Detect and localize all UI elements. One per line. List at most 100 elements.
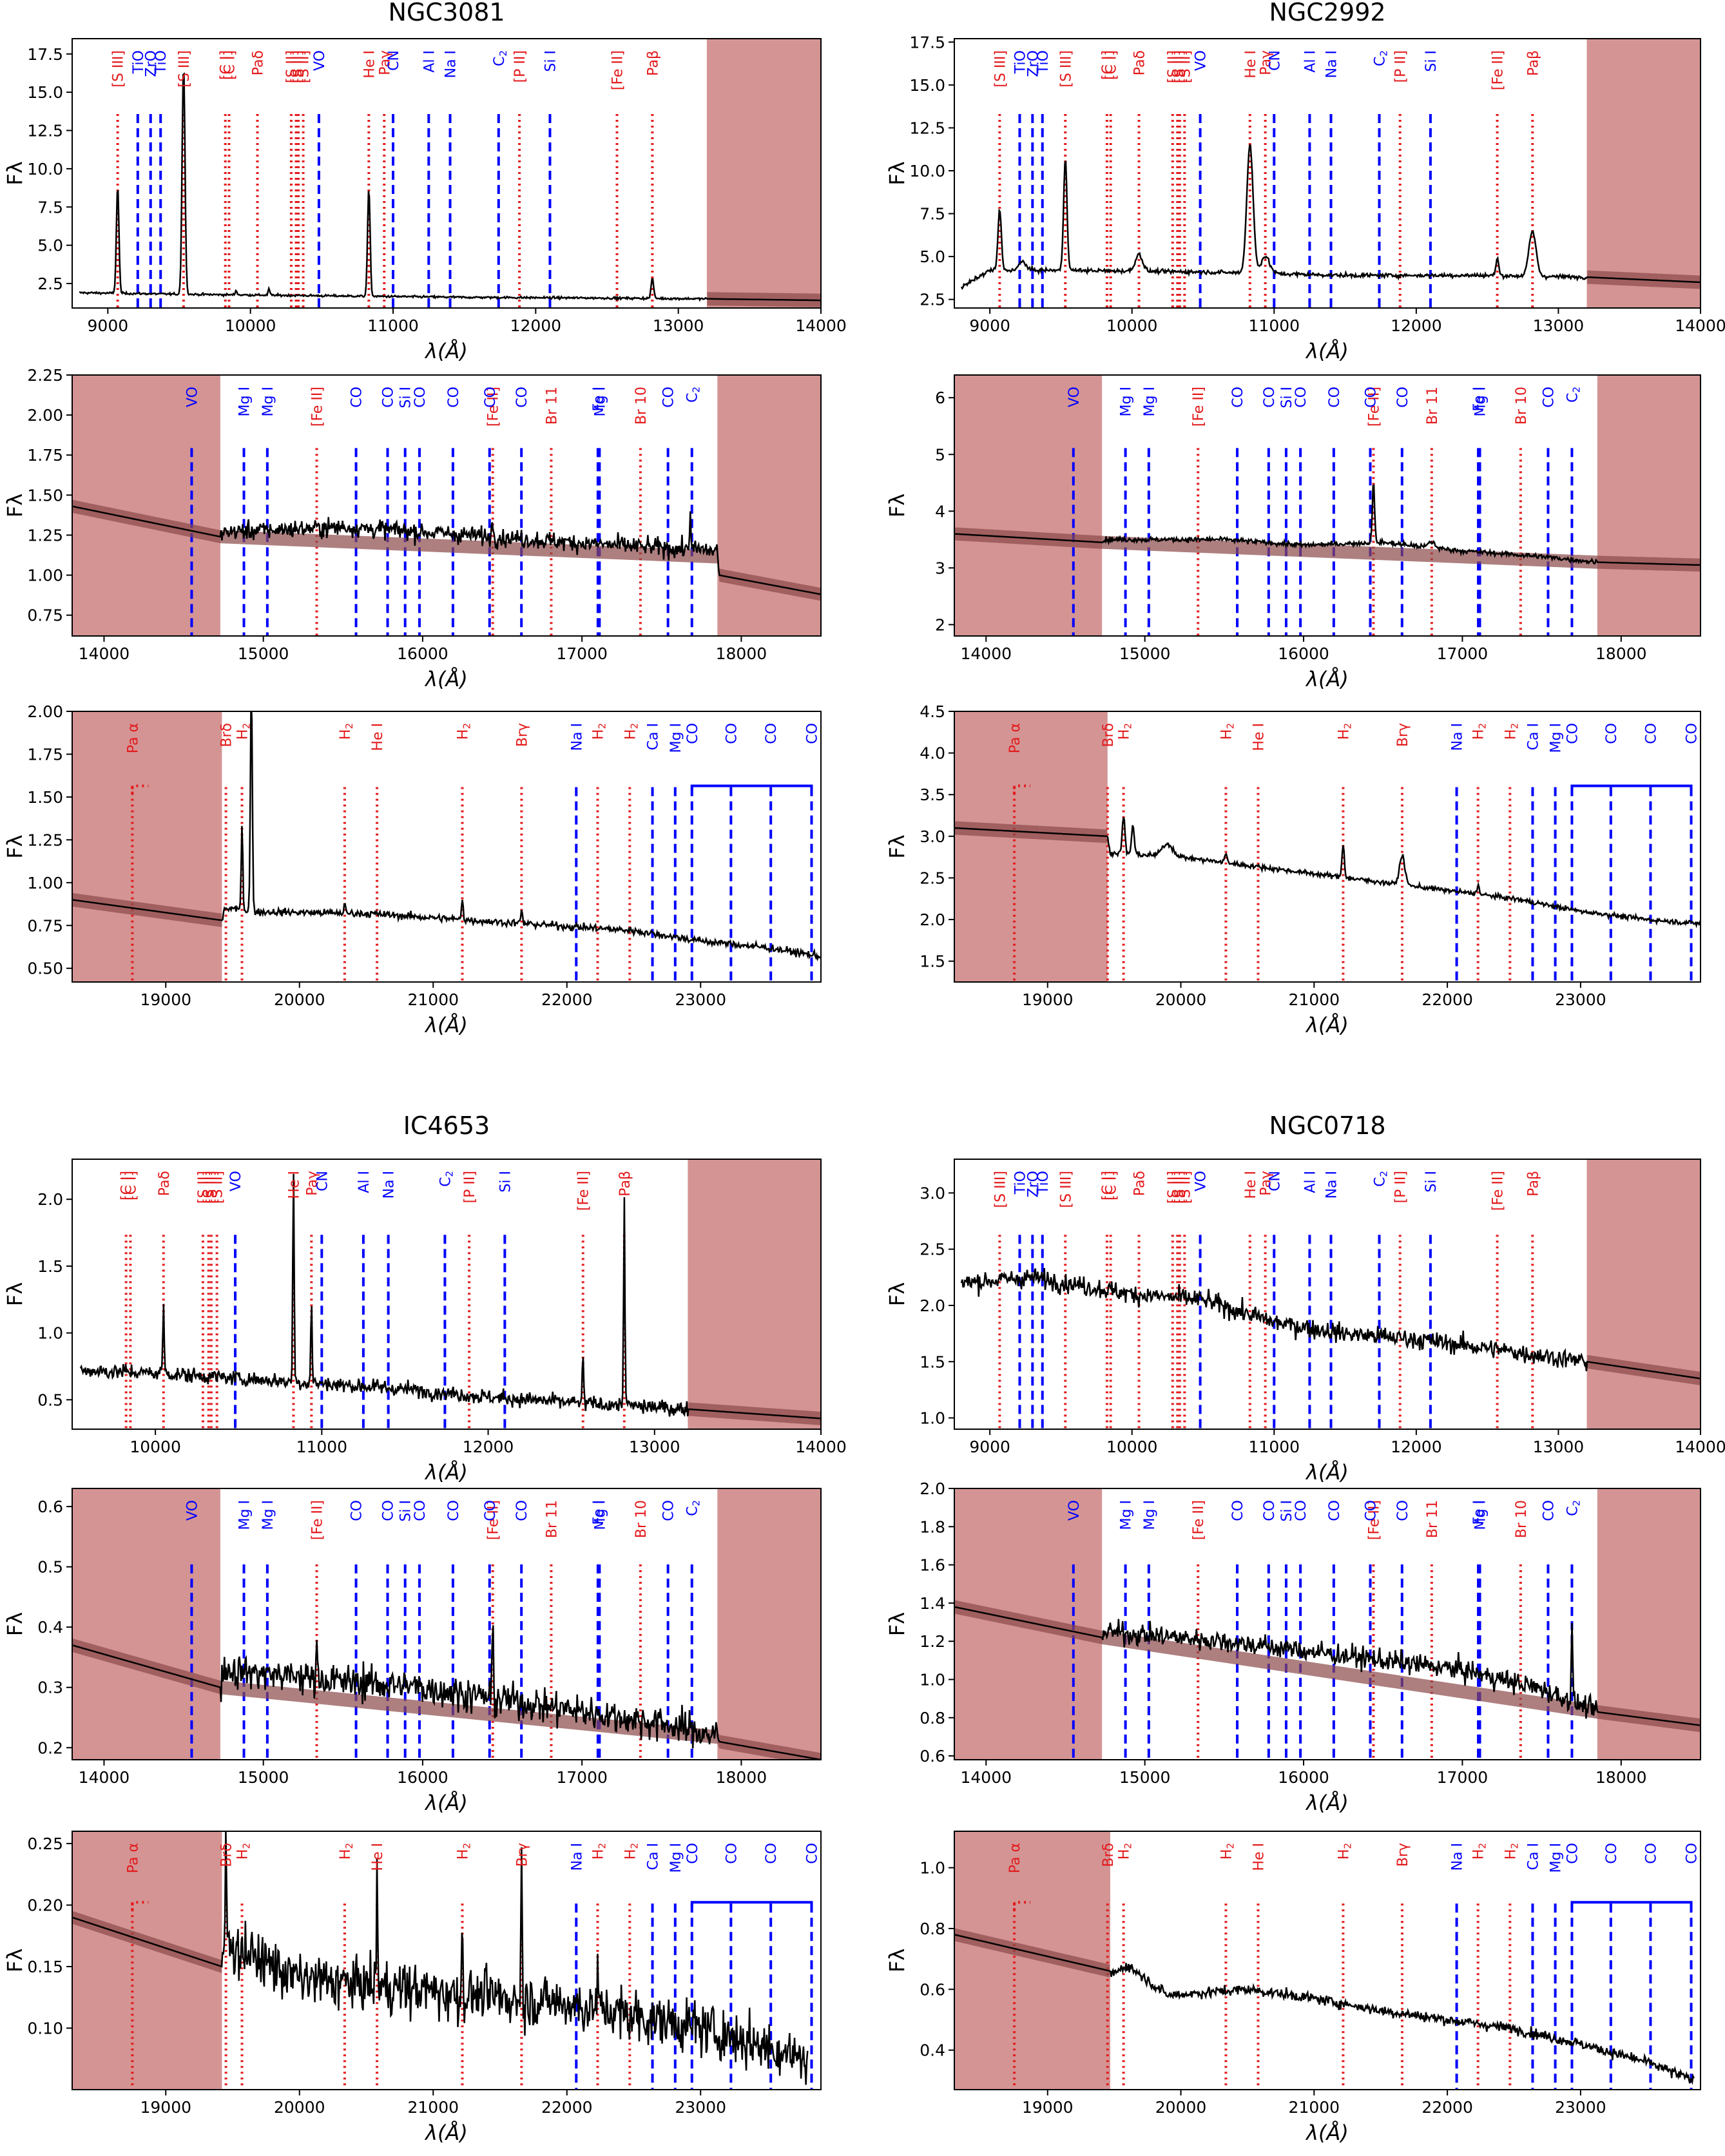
- molecular-line-label: CO: [483, 1500, 499, 1521]
- line-label-part: 2: [1570, 1500, 1582, 1506]
- x-tick-label: 19000: [140, 2098, 191, 2117]
- molecular-line-label: Mg I: [1119, 1500, 1135, 1530]
- atomic-line-label: [S III]: [992, 50, 1008, 88]
- line-label-part: H: [622, 1849, 639, 1860]
- atomic-line-label: [C I]: [119, 1171, 135, 1200]
- atomic-line-label: Br 11: [1425, 387, 1441, 425]
- y-tick-label: 1.5: [920, 1352, 945, 1371]
- x-axis-label: λ(Å): [424, 1013, 468, 1037]
- x-tick-label: 21000: [407, 2098, 459, 2117]
- atomic-line-label: Brγ: [1395, 723, 1411, 747]
- x-tick-label: 21000: [407, 990, 459, 1009]
- y-tick-label: 1.0: [920, 1670, 945, 1689]
- molecular-line-label: C2: [685, 1500, 702, 1516]
- line-label-part: 2: [1342, 1843, 1353, 1849]
- line-label-part: H: [1503, 729, 1519, 740]
- co-bracket: [1570, 784, 1693, 791]
- x-axis-label: λ(Å): [1305, 1460, 1349, 1485]
- y-tick-label: 12.5: [27, 122, 63, 140]
- x-axis-label: λ(Å): [424, 1791, 468, 1815]
- y-tick-label: 7.5: [920, 205, 945, 224]
- molecular-line-label: VO: [1066, 1500, 1083, 1521]
- atomic-line-label: Paγ: [304, 1171, 320, 1196]
- masked-region: [1586, 39, 1701, 308]
- x-tick-label: 14000: [961, 644, 1012, 663]
- molecular-line-label: CO: [1364, 1500, 1380, 1521]
- atomic-line-label: [S II]: [202, 1171, 218, 1204]
- atomic-line-label: Paγ: [377, 50, 393, 75]
- x-tick-label: 20000: [1155, 990, 1207, 1009]
- x-axis-label: λ(Å): [424, 2121, 468, 2145]
- molecular-line-label: TiO: [1036, 50, 1052, 74]
- line-label-part: 2: [241, 723, 253, 729]
- atomic-line-label: [S II]: [1166, 1171, 1182, 1204]
- line-label-part: 2: [628, 1843, 640, 1849]
- y-tick-label: 1.00: [27, 566, 63, 585]
- molecular-line-label: CO: [1643, 723, 1659, 744]
- molecular-line-label: CO: [1684, 723, 1701, 744]
- x-tick-label: 10000: [225, 316, 276, 335]
- atomic-line-label: [Fe II]: [576, 1171, 592, 1211]
- x-axis-label: λ(Å): [1305, 2121, 1349, 2145]
- molecular-line-label: Mg I: [668, 723, 684, 753]
- atomic-line-label: H2: [1503, 1843, 1520, 1860]
- line-label-part: H: [1117, 729, 1133, 740]
- line-label-part: C: [1565, 1506, 1581, 1516]
- y-tick-label: 1.75: [27, 446, 63, 465]
- plot-area: [960, 39, 1701, 308]
- y-tick-label: 2.0: [920, 1296, 945, 1315]
- x-tick-label: 13000: [629, 1438, 680, 1456]
- co-bracket: [690, 1901, 813, 1907]
- molecular-line-label: Mg I: [1548, 723, 1565, 753]
- galaxy-title: NGC2992: [1269, 0, 1385, 26]
- molecular-line-label: Mg I: [260, 1500, 276, 1530]
- line-label-part: 2: [1378, 1171, 1390, 1177]
- line-label-part: 2: [1378, 50, 1390, 57]
- line-label-part: H: [235, 1849, 251, 1860]
- atomic-line-label: [S II]: [291, 50, 307, 83]
- atomic-line-label: [Fe II]: [486, 387, 502, 427]
- molecular-line-label: CO: [1262, 387, 1278, 408]
- molecular-line-label: Na I: [381, 1171, 398, 1198]
- x-tick-label: 14000: [795, 316, 847, 335]
- molecular-line-label: CO: [483, 387, 499, 408]
- y-tick-label: 15.0: [27, 83, 63, 102]
- model-error-band: [954, 527, 1701, 572]
- line-label-part: H: [1336, 729, 1352, 740]
- pa-alpha-bracket: [131, 784, 149, 794]
- molecular-line-label: CO: [446, 387, 462, 408]
- atomic-line-label: H2: [455, 1843, 472, 1860]
- molecular-line-label: Na I: [1324, 1171, 1340, 1198]
- molecular-line-label: Fe I: [1471, 387, 1487, 411]
- atomic-line-label: H2: [590, 723, 608, 740]
- atomic-line-label: Pa α: [125, 723, 141, 753]
- molecular-line-label: CO: [685, 723, 701, 744]
- line-label-part: C: [685, 1506, 701, 1516]
- x-tick-label: 22000: [541, 2098, 593, 2117]
- x-tick-label: 18000: [716, 644, 767, 663]
- x-axis-label: λ(Å): [1305, 1791, 1349, 1815]
- x-tick-label: 10000: [1106, 316, 1158, 335]
- molecular-line-label: CN: [314, 1171, 331, 1191]
- molecular-line-label: VO: [228, 1171, 244, 1191]
- axes-frame: [72, 1831, 822, 2090]
- y-tick-label: 2.5: [920, 1240, 945, 1259]
- y-tick-label: 15.0: [909, 76, 945, 95]
- molecular-line-label: Si I: [497, 1171, 514, 1193]
- molecular-line-label: CO: [1684, 1843, 1701, 1864]
- line-label-part: H: [1336, 1849, 1352, 1860]
- line-label-part: C: [685, 393, 701, 403]
- atomic-line-label: [S II]: [1173, 1171, 1189, 1204]
- y-tick-label: 1.50: [27, 788, 63, 807]
- spectrum-line: [79, 1173, 821, 1420]
- line-label-part: H: [1471, 1849, 1487, 1860]
- x-tick-label: 16000: [1278, 644, 1329, 663]
- molecular-line-label: CO: [1327, 1500, 1343, 1521]
- line-label-part: 2: [1477, 723, 1489, 729]
- x-tick-label: 16000: [397, 644, 448, 663]
- molecular-line-label: C2: [438, 1171, 455, 1187]
- atomic-line-label: He I: [1243, 50, 1259, 79]
